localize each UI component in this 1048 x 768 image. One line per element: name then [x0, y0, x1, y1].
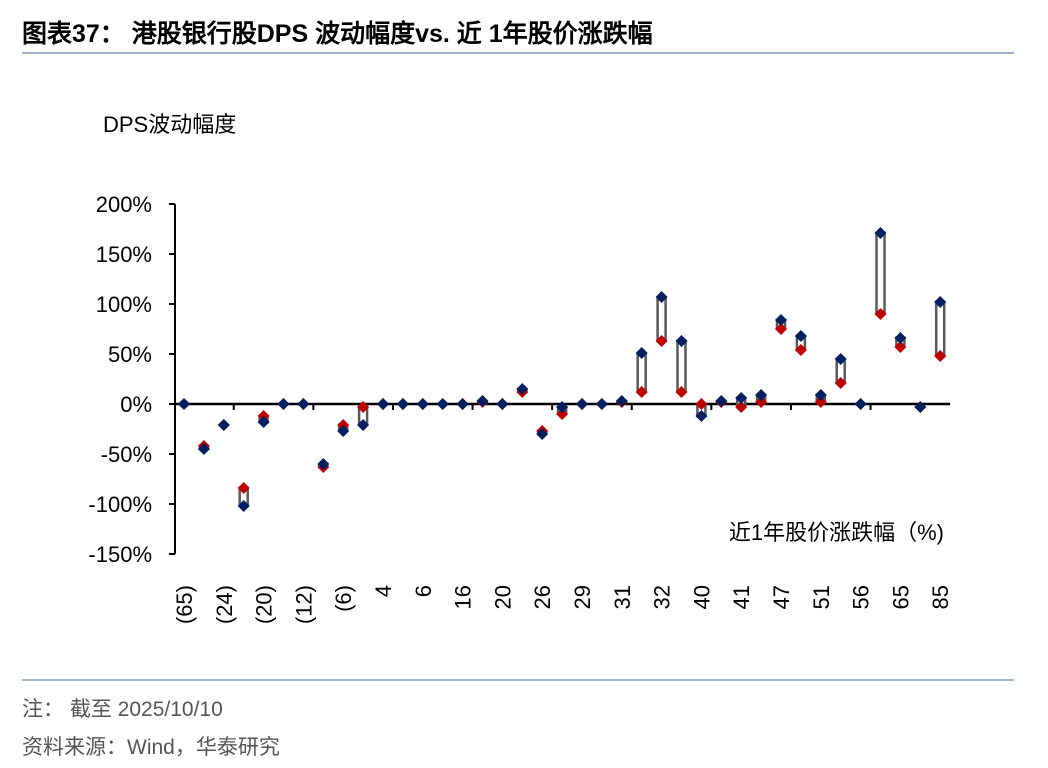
range-bar: [656, 295, 667, 343]
point-blue-diamond: [894, 332, 907, 344]
point-blue-diamond: [416, 398, 429, 410]
point-blue-diamond: [516, 383, 529, 395]
point-blue-diamond: [794, 330, 807, 342]
x-tick-label: (6): [331, 585, 356, 612]
point-blue-diamond: [476, 395, 489, 407]
footer-note: 注： 截至 2025/10/10: [22, 698, 223, 721]
y-tick-label: 150%: [96, 242, 152, 267]
point-blue-diamond: [396, 398, 409, 410]
point-red-diamond: [695, 398, 708, 410]
point-red-diamond: [556, 408, 569, 420]
point-blue-diamond: [934, 296, 947, 308]
footer-source: 资料来源：Wind，华泰研究: [22, 736, 280, 759]
point-red-diamond: [775, 323, 787, 335]
point-blue-diamond: [576, 398, 588, 410]
point-red-diamond: [675, 386, 688, 398]
x-tick-label: 4: [371, 585, 396, 597]
y-tick-label: 100%: [96, 292, 152, 317]
y-tick-label: 200%: [96, 192, 152, 217]
point-blue-diamond: [775, 314, 787, 326]
point-blue-diamond: [735, 392, 748, 404]
point-blue-diamond: [357, 419, 370, 431]
x-tick-label: 41: [729, 585, 754, 609]
y-tick-label: 0%: [120, 392, 152, 417]
point-blue-diamond: [377, 398, 389, 410]
x-tick-label: 65: [888, 585, 913, 609]
point-blue-diamond: [715, 395, 728, 407]
point-blue-diamond: [556, 401, 569, 413]
point-blue-diamond: [436, 398, 449, 410]
point-red-diamond: [834, 377, 847, 389]
point-red-diamond: [755, 396, 768, 408]
point-red-diamond: [814, 396, 827, 408]
x-tick-label: 32: [650, 585, 675, 609]
point-blue-diamond: [297, 398, 310, 410]
x-tick-label: 40: [689, 585, 714, 609]
point-blue-diamond: [854, 398, 867, 410]
y-tick-label: -100%: [88, 492, 152, 517]
point-blue-diamond: [755, 389, 768, 401]
x-tick-label: 47: [769, 585, 794, 609]
point-blue-diamond: [914, 401, 927, 413]
x-tick-label: 6: [411, 585, 436, 597]
point-blue-diamond: [874, 227, 887, 239]
x-tick-label: (65): [172, 585, 197, 624]
y-tick-label: -150%: [88, 542, 152, 567]
x-tick-label: (24): [212, 585, 237, 624]
point-blue-diamond: [317, 458, 330, 470]
x-tick-label: 29: [570, 585, 595, 609]
x-tick-label: 26: [530, 585, 555, 609]
x-tick-label: (12): [291, 585, 316, 624]
y-tick-label: -50%: [101, 442, 152, 467]
point-blue-diamond: [237, 500, 250, 512]
point-blue-diamond: [178, 398, 190, 410]
x-axis-label: 近1年股价涨跌幅（%): [729, 520, 944, 545]
point-red-diamond: [237, 482, 250, 494]
point-red-diamond: [357, 401, 370, 413]
title-rule: [22, 52, 1014, 54]
point-blue-diamond: [834, 353, 847, 365]
point-blue-diamond: [197, 443, 210, 455]
point-blue-diamond: [536, 428, 549, 440]
point-blue-diamond: [615, 395, 628, 407]
x-tick-label: 51: [809, 585, 834, 609]
point-blue-diamond: [257, 416, 270, 428]
point-blue-diamond: [217, 419, 230, 431]
point-red-diamond: [735, 401, 748, 413]
point-blue-diamond: [695, 410, 708, 422]
chart-title: 图表37： 港股银行股DPS 波动幅度vs. 近 1年股价涨跌幅: [22, 20, 653, 48]
x-tick-label: (20): [252, 585, 277, 624]
point-blue-diamond: [496, 398, 509, 410]
point-red-diamond: [874, 308, 887, 320]
x-tick-label: 16: [451, 585, 476, 609]
range-bar: [934, 300, 946, 358]
point-red-diamond: [635, 386, 648, 398]
point-red-diamond: [894, 341, 907, 353]
point-blue-diamond: [635, 347, 648, 359]
point-red-diamond: [794, 344, 807, 356]
range-bar: [676, 339, 687, 394]
y-tick-label: 50%: [108, 342, 152, 367]
point-blue-diamond: [655, 291, 668, 303]
x-tick-label: 31: [610, 585, 635, 609]
footer-rule: [22, 679, 1014, 681]
x-tick-label: 85: [928, 585, 953, 609]
range-bar: [875, 231, 886, 316]
point-blue-diamond: [595, 398, 608, 410]
point-blue-diamond: [337, 425, 350, 437]
point-blue-diamond: [456, 398, 469, 410]
point-red-diamond: [934, 350, 947, 362]
x-tick-label: 20: [490, 585, 515, 609]
y-axis-label: DPS波动幅度: [103, 112, 236, 137]
point-blue-diamond: [675, 335, 688, 347]
x-tick-label: 56: [849, 585, 874, 609]
point-blue-diamond: [277, 398, 290, 410]
point-red-diamond: [655, 335, 668, 347]
point-blue-diamond: [814, 389, 827, 401]
